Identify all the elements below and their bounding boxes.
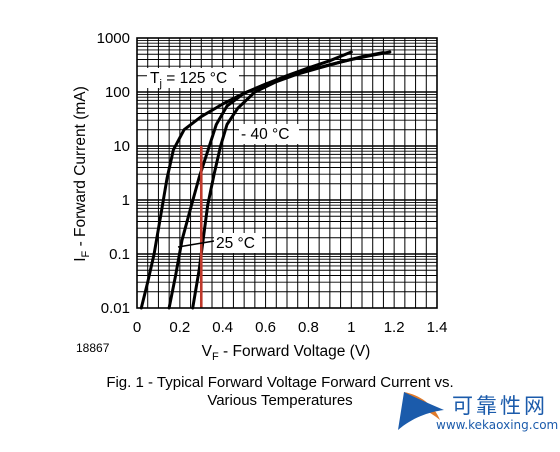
series-line-2 [191, 51, 385, 310]
svg-text:Tj = 125 °C: Tj = 125 °C [150, 70, 227, 90]
y-tick-label: 10 [113, 138, 130, 155]
x-tick-label: 0.2 [169, 319, 190, 336]
x-tick-label: 0.8 [298, 319, 319, 336]
watermark-title: 可靠性网 [452, 394, 548, 418]
series-line-0 [139, 50, 353, 310]
y-tick-label: 1000 [97, 30, 130, 47]
y-tick-label: 100 [105, 84, 130, 101]
y-tick-label: 1 [122, 192, 130, 209]
curve-label-125c: Tj = 125 °C [147, 68, 239, 90]
curve-label-125c-sub: j [158, 78, 161, 90]
curve-label-25c-text: 25 °C [216, 235, 255, 252]
y-tick-label: 0.1 [109, 246, 130, 263]
x-tick-label: 0.6 [255, 319, 276, 336]
y-axis-label-main: I [72, 257, 89, 261]
plot-border [136, 37, 438, 309]
y-tick-label: 0.01 [101, 300, 130, 317]
curve-label-minus40c-text: - 40 °C [241, 126, 289, 143]
y-axis-label: IF - Forward Current (mA) [72, 86, 92, 262]
x-tick-labels: 0 0.2 0.4 0.6 0.8 1 1.2 1.4 [133, 319, 448, 336]
curve-label-125c-main: T [150, 70, 160, 87]
x-tick-label: 1.4 [427, 319, 448, 336]
x-tick-label: 0.4 [212, 319, 233, 336]
y-axis-label-sub: F [80, 250, 92, 257]
y-axis-label-rest: - Forward Current (mA) [72, 86, 89, 251]
curve-label-25c: 25 °C [214, 233, 262, 253]
x-tick-label: 1 [347, 319, 355, 336]
curve-label-25c-leader [177, 240, 215, 248]
curve-label-minus40c: - 40 °C [239, 124, 299, 144]
watermark-logo [398, 392, 444, 430]
curves [139, 50, 392, 310]
x-axis-label-main: V [202, 343, 213, 360]
x-axis-label-rest: - Forward Voltage (V) [219, 343, 371, 360]
x-axis-label: VF - Forward Voltage (V) [202, 343, 371, 363]
x-axis-label-sub: F [212, 351, 219, 363]
figure-caption-line1: Fig. 1 - Typical Forward Voltage Forward… [106, 374, 454, 391]
figure-number: 18867 [76, 341, 110, 355]
watermark-domain: www.kekaoxing.com [436, 418, 559, 432]
figure-caption-line2: Various Temperatures [207, 392, 353, 409]
curve-label-125c-rest: = 125 °C [162, 70, 227, 87]
x-tick-label: 0 [133, 319, 141, 336]
x-tick-label: 1.2 [384, 319, 405, 336]
y-tick-labels: 1000 100 10 1 0.1 0.01 [97, 30, 130, 317]
